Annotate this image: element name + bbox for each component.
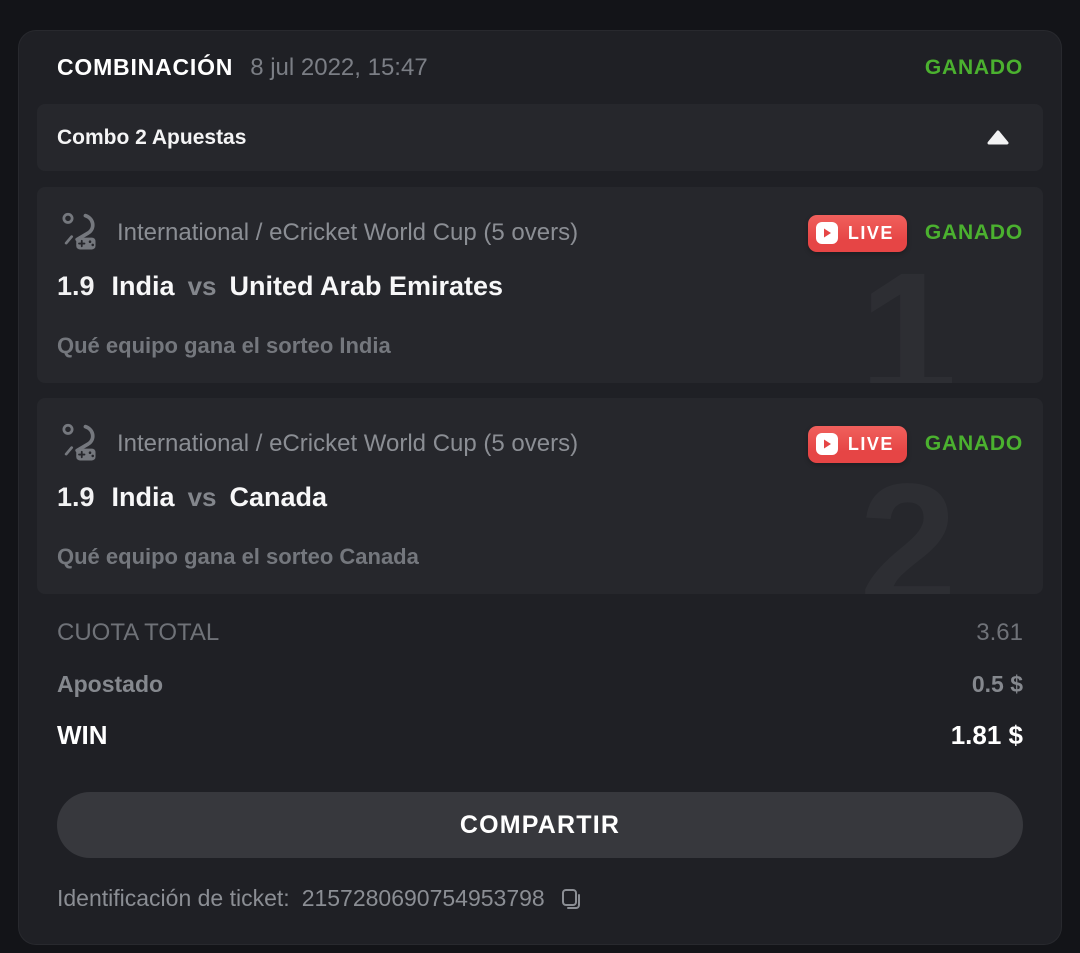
stake-label: Apostado bbox=[57, 670, 164, 697]
league-label: International / eCricket World Cup (5 ov… bbox=[117, 219, 579, 246]
matchup-line: 1.9 India vs Canada bbox=[57, 482, 1023, 520]
combo-collapse-bar[interactable]: Combo 2 Apuestas bbox=[37, 104, 1043, 171]
ticket-id-row: Identificación de ticket: 21572806907549… bbox=[37, 885, 1043, 912]
ticket-datetime: 8 jul 2022, 15:47 bbox=[250, 54, 428, 81]
copy-icon[interactable] bbox=[559, 887, 583, 911]
live-badge[interactable]: LIVE bbox=[807, 214, 907, 252]
ticket-id-label: Identificación de ticket: bbox=[57, 885, 290, 911]
bet-status-badge: GANADO bbox=[924, 221, 1023, 244]
ticket-header: COMBINACIÓN 8 jul 2022, 15:47 GANADO bbox=[37, 51, 1043, 85]
bet-status-badge: GANADO bbox=[924, 432, 1023, 455]
bet-ticket-panel: COMBINACIÓN 8 jul 2022, 15:47 GANADO Com… bbox=[18, 30, 1062, 945]
esports-gamepad-icon bbox=[57, 211, 101, 255]
bet-number-watermark: 1 bbox=[859, 237, 957, 383]
team-home: India bbox=[111, 482, 175, 512]
combo-label: Combo 2 Apuestas bbox=[57, 125, 247, 149]
chevron-up-icon[interactable] bbox=[987, 130, 1009, 146]
win-row: WIN 1.81 $ bbox=[57, 720, 1023, 750]
stake-value: 0.5 $ bbox=[971, 670, 1023, 697]
league-label: International / eCricket World Cup (5 ov… bbox=[117, 430, 579, 457]
team-away: United Arab Emirates bbox=[229, 271, 504, 301]
total-odds-label: CUOTA TOTAL bbox=[57, 619, 220, 646]
live-play-icon bbox=[815, 433, 838, 455]
total-odds-row: CUOTA TOTAL 3.61 bbox=[57, 618, 1023, 648]
market-selection-label: Qué equipo gana el sorteo India bbox=[57, 333, 391, 358]
team-away: Canada bbox=[229, 482, 328, 512]
ticket-type-title: COMBINACIÓN bbox=[57, 54, 234, 80]
bet-card[interactable]: 2 International / eCricket World Cup (5 … bbox=[37, 398, 1043, 594]
odds-value: 1.9 bbox=[57, 482, 95, 512]
esports-gamepad-icon bbox=[57, 422, 101, 466]
ticket-status-badge: GANADO bbox=[924, 56, 1023, 79]
bet-number-watermark: 2 bbox=[859, 448, 957, 594]
ticket-id-value: 2157280690754953798 bbox=[301, 885, 545, 911]
live-play-icon bbox=[815, 222, 838, 244]
live-label: LIVE bbox=[847, 433, 894, 454]
matchup-line: 1.9 India vs United Arab Emirates bbox=[57, 271, 1023, 309]
live-label: LIVE bbox=[847, 222, 894, 243]
win-label: WIN bbox=[57, 719, 108, 750]
ticket-summary: CUOTA TOTAL 3.61 Apostado 0.5 $ WIN 1.81… bbox=[37, 618, 1043, 750]
stake-row: Apostado 0.5 $ bbox=[57, 669, 1023, 699]
vs-label: vs bbox=[187, 271, 217, 301]
team-home: India bbox=[111, 271, 175, 301]
live-badge[interactable]: LIVE bbox=[807, 425, 907, 463]
market-selection-label: Qué equipo gana el sorteo Canada bbox=[57, 544, 419, 569]
share-button[interactable]: COMPARTIR bbox=[57, 792, 1023, 858]
total-odds-value: 3.61 bbox=[976, 619, 1023, 646]
win-value: 1.81 $ bbox=[950, 719, 1023, 750]
bet-card[interactable]: 1 International / eCricket World Cup (5 … bbox=[37, 187, 1043, 383]
odds-value: 1.9 bbox=[57, 271, 95, 301]
vs-label: vs bbox=[187, 482, 217, 512]
